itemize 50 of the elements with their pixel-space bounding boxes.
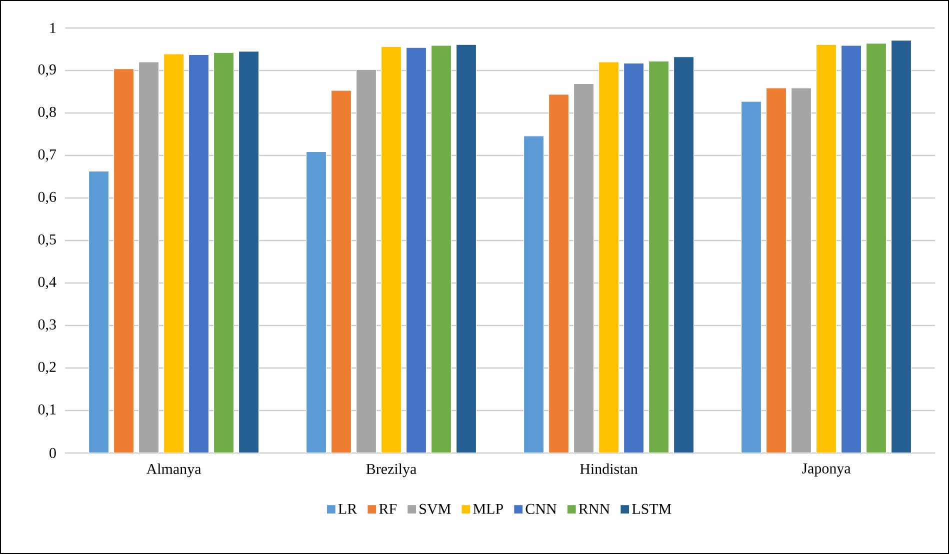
x-tick-label: Brezilya [366, 464, 416, 478]
bar [213, 52, 234, 453]
legend-label: SVM [420, 504, 451, 514]
bar [380, 46, 402, 453]
bar [673, 56, 694, 453]
x-tick-label: Japonya [802, 464, 851, 477]
bar [840, 45, 862, 453]
bar [866, 42, 887, 453]
y-tick-label: 0,1 [38, 404, 56, 417]
bar [88, 170, 110, 453]
bar [113, 68, 134, 453]
bar [456, 44, 477, 453]
y-tick-label: 0,9 [38, 64, 56, 77]
bar [188, 54, 210, 453]
bar [766, 88, 787, 453]
bar [816, 44, 837, 453]
x-tick-label: Almanya [146, 464, 202, 478]
bar [598, 62, 620, 453]
bar [238, 51, 260, 453]
bar [623, 62, 644, 453]
legend-label: LSTM [632, 504, 672, 514]
bar [163, 54, 184, 453]
y-tick-label: 1 [50, 23, 56, 33]
y-tick-label: 0,6 [38, 192, 56, 204]
bar [648, 60, 670, 453]
bar [740, 101, 762, 453]
bar [430, 45, 452, 453]
legend-label: RF [379, 504, 396, 514]
y-tick-label: 0,2 [38, 362, 56, 374]
y-tick-label: 0,5 [38, 234, 56, 247]
y-tick-label: 0 [50, 448, 56, 458]
bar [523, 136, 544, 453]
y-tick-label: 0,4 [38, 276, 56, 290]
legend-label: LR [338, 504, 358, 514]
bar [790, 88, 812, 453]
bar [306, 151, 327, 453]
y-tick-label: 0,8 [38, 106, 56, 120]
bar [573, 83, 594, 453]
bar [138, 62, 160, 453]
bar [548, 94, 570, 453]
y-tick-label: 0,7 [38, 149, 56, 162]
legend-label: RNN [578, 504, 610, 514]
x-tick-label: Hindistan [580, 464, 638, 474]
legend-label: CNN [526, 504, 556, 514]
y-tick-label: 0,3 [38, 319, 56, 332]
bar [330, 90, 352, 453]
bar [356, 69, 377, 453]
bar [406, 47, 427, 453]
bar [890, 40, 912, 453]
legend-label: MLP [473, 504, 503, 514]
